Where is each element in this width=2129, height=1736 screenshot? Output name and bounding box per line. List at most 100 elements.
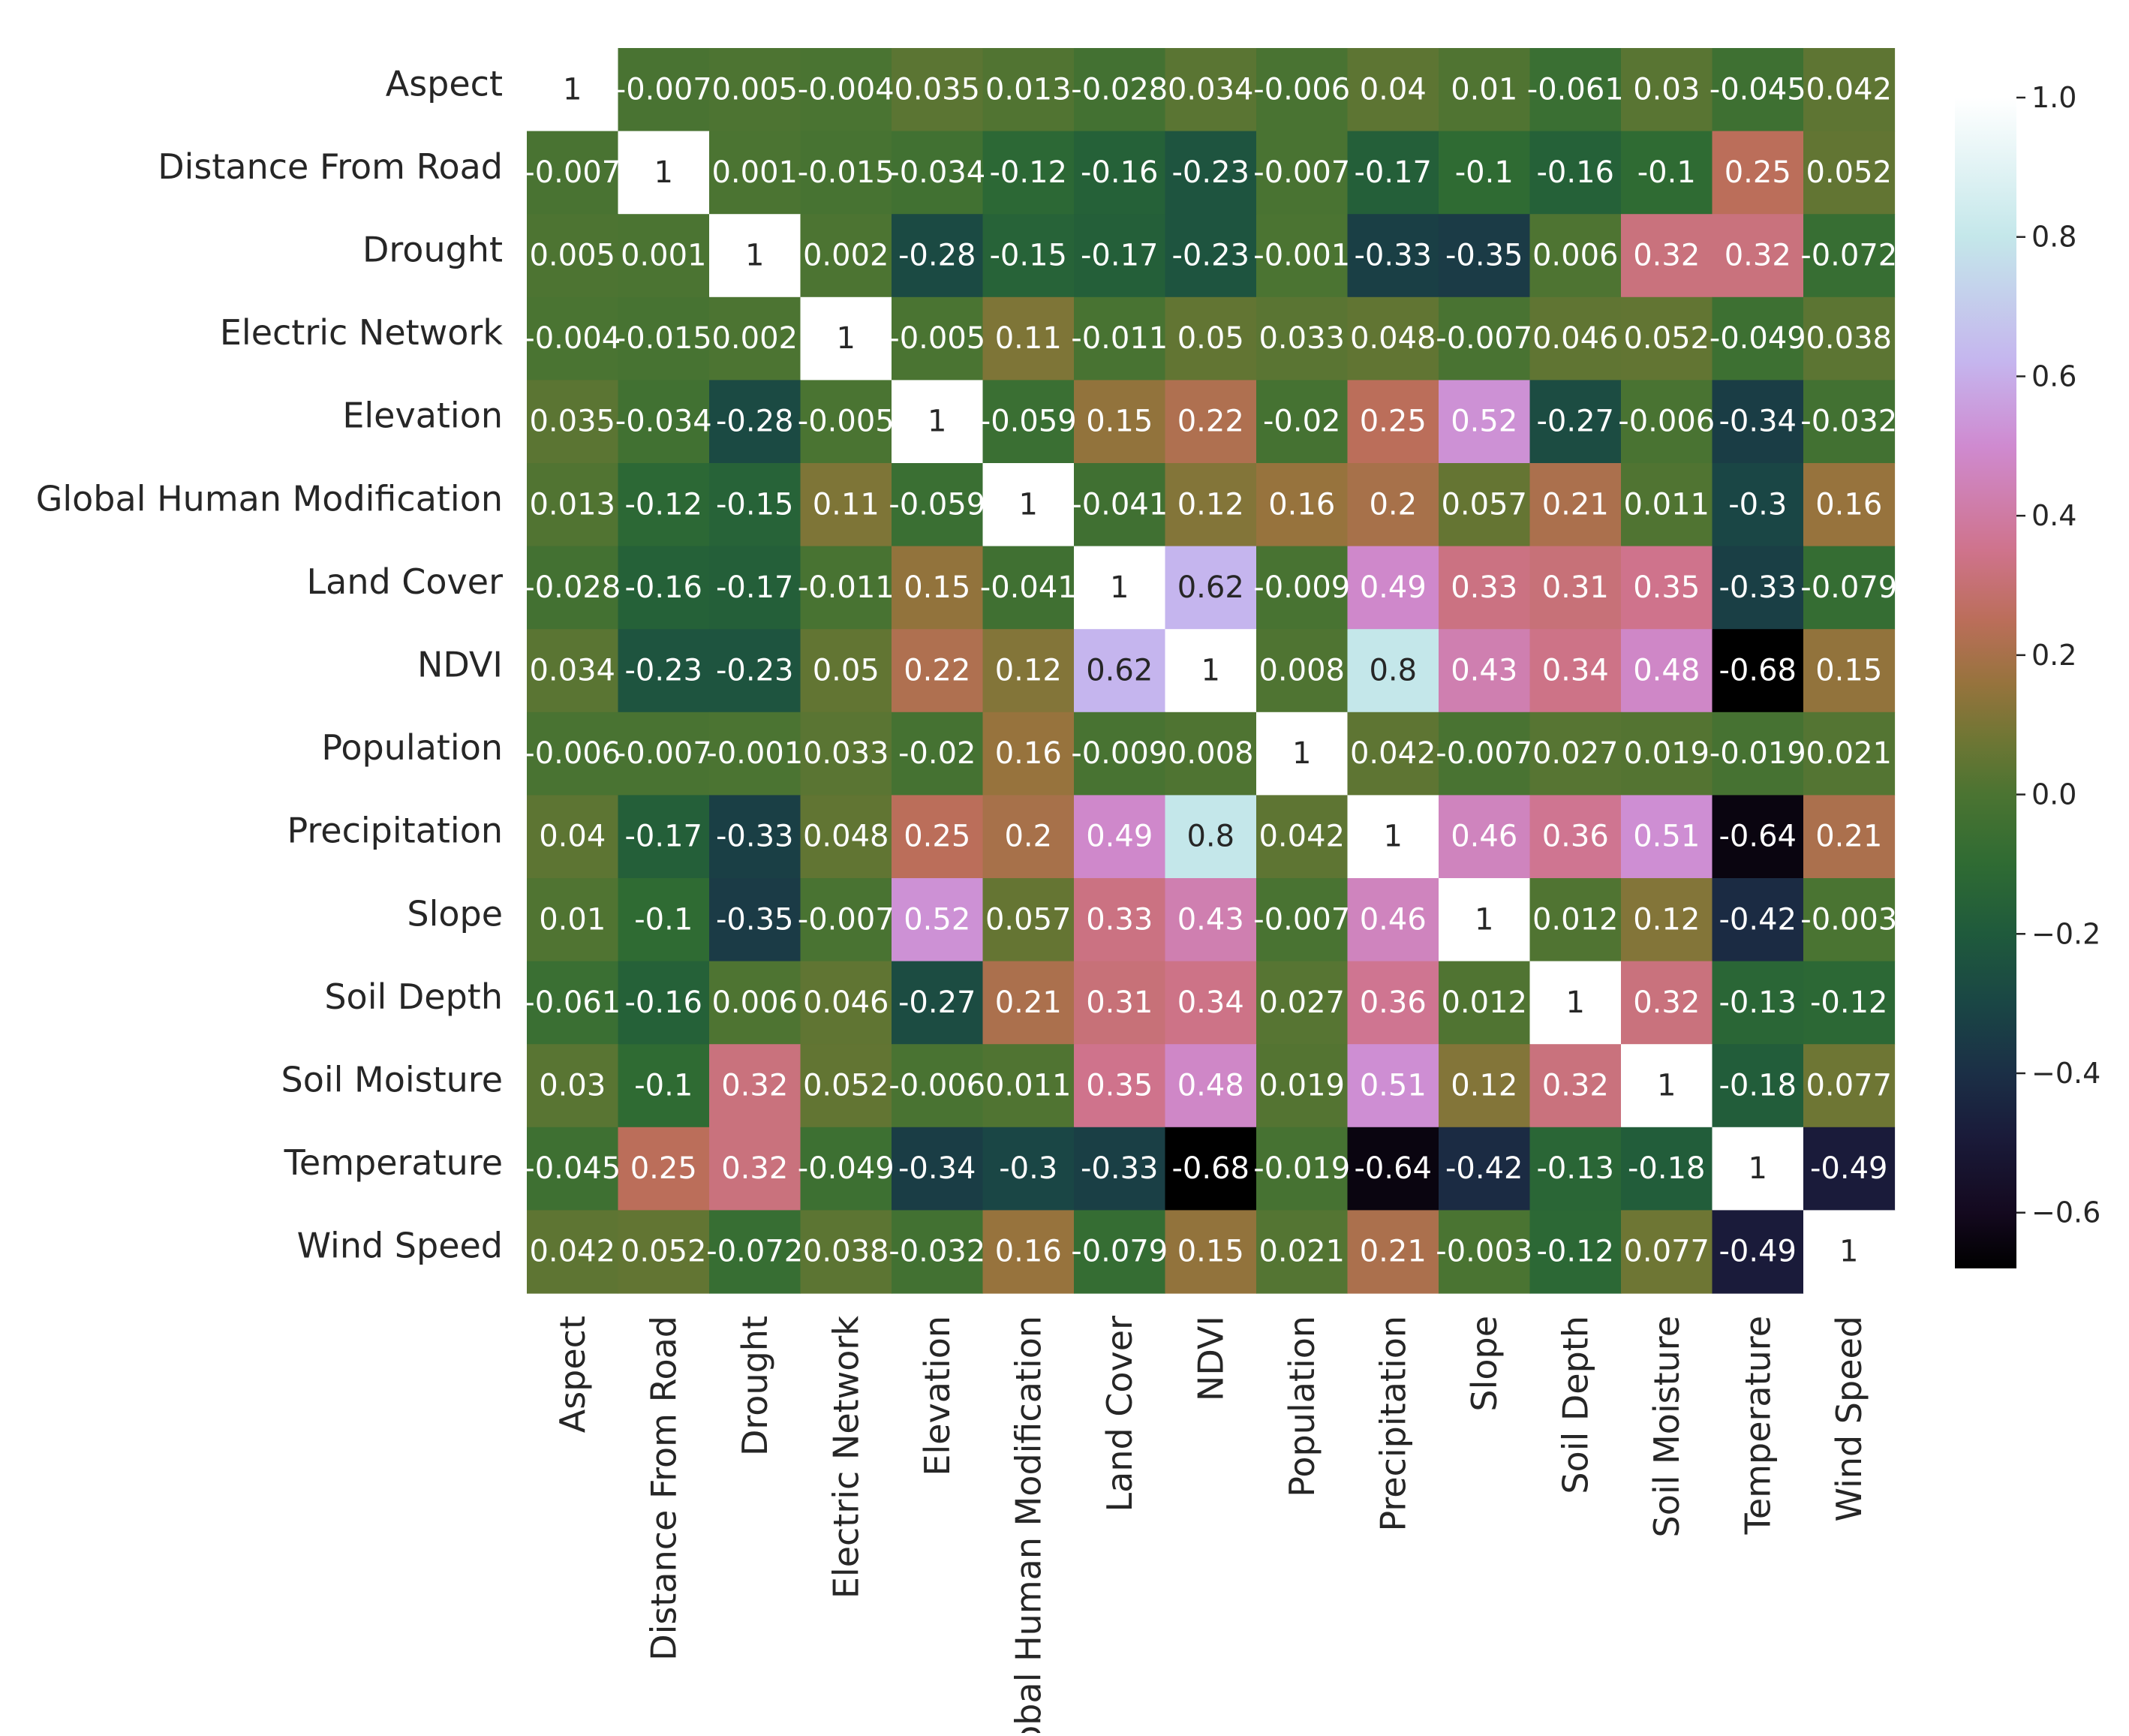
cell-value-label: 0.013: [985, 72, 1072, 107]
heatmap-cell-precipitation-temperature: [1712, 795, 1804, 879]
cell-value-label: 0.034: [529, 654, 615, 688]
heatmap-cell-precipitation-population: [1256, 795, 1349, 879]
cell-value-label: 0.12: [995, 654, 1062, 688]
heatmap-cell-global-human-modification-precipitation: [1347, 463, 1439, 547]
cell-value-label: -0.032: [889, 1235, 985, 1269]
cell-value-label: 0.43: [1177, 902, 1244, 937]
cell-value-label: 0.52: [1451, 405, 1517, 439]
cell-value-label: -0.006: [524, 736, 621, 771]
cell-value-label: 0.01: [539, 902, 606, 937]
cell-value-label: -0.061: [524, 985, 621, 1020]
cell-value-label: -0.007: [1253, 902, 1350, 937]
cell-value-label: 0.32: [1633, 985, 1700, 1020]
x-tick-label-population: Population: [1282, 1316, 1322, 1497]
heatmap-cell-wind-speed-population: [1256, 1210, 1349, 1294]
heatmap-cell-land-cover-wind-speed: [1803, 546, 1896, 630]
heatmap-cell-population-slope: [1439, 712, 1531, 796]
cell-value-label: 0.32: [1542, 1069, 1609, 1103]
heatmap-cell-distance-from-road-wind-speed: [1803, 131, 1896, 215]
cell-value-label: -0.17: [1081, 239, 1159, 273]
heatmap-cell-global-human-modification-elevation: [892, 463, 984, 547]
x-tick-label-distance-from-road: Distance From Road: [643, 1316, 684, 1661]
cell-value-label: -0.12: [990, 155, 1068, 190]
cell-value-label: 0.11: [813, 487, 880, 522]
heatmap-cell-elevation-slope: [1439, 380, 1531, 464]
cell-value-label: 0.042: [1350, 736, 1436, 771]
cell-value-label: 0.32: [1725, 239, 1791, 273]
cell-value-label: -0.12: [625, 487, 703, 522]
heatmap-cell-slope-land-cover: [1074, 878, 1166, 962]
cell-value-label: 1: [1566, 985, 1585, 1020]
cell-value-label: -0.007: [798, 902, 895, 937]
heatmap-cell-soil-moisture-wind-speed: [1803, 1044, 1896, 1128]
heatmap-cell-distance-from-road-ndvi: [1165, 131, 1257, 215]
cell-value-label: -0.33: [716, 820, 794, 854]
heatmap-cell-global-human-modification-population: [1256, 463, 1349, 547]
heatmap-cell-slope-precipitation: [1347, 878, 1439, 962]
cell-value-label: 0.005: [711, 72, 798, 107]
cell-value-label: 0.25: [630, 1151, 697, 1186]
heatmap-cell-slope-wind-speed: [1803, 878, 1896, 962]
heatmap-cell-wind-speed-temperature: [1712, 1210, 1804, 1294]
colorbar-tick-label: 1.0: [2031, 81, 2076, 114]
y-tick-label-wind-speed: Wind Speed: [297, 1226, 503, 1266]
heatmap-cell-land-cover-elevation: [892, 546, 984, 630]
cell-value-label: -0.42: [1445, 1151, 1523, 1186]
heatmap-cell-soil-moisture-precipitation: [1347, 1044, 1439, 1128]
cell-value-label: 1: [1110, 570, 1129, 605]
cell-value-label: 0.43: [1451, 654, 1517, 688]
heatmap-cell-soil-moisture-elevation: [892, 1044, 984, 1128]
heatmap-cell-ndvi-distance-from-road: [618, 629, 710, 713]
heatmap-cell-temperature-drought: [709, 1127, 801, 1211]
colorbar-tick-label: 0.6: [2031, 360, 2076, 393]
cell-value-label: 0.04: [1360, 72, 1427, 107]
cell-value-label: 0.077: [1806, 1069, 1892, 1103]
y-tick-label-population: Population: [321, 727, 503, 768]
heatmap-cell-drought-electric-network: [800, 214, 892, 298]
cell-value-label: -0.041: [980, 570, 1077, 605]
cell-value-label: 0.001: [621, 239, 707, 273]
cell-value-label: -0.041: [1071, 487, 1168, 522]
cell-value-label: 0.012: [1441, 985, 1527, 1020]
heatmap-cell-temperature-distance-from-road: [618, 1127, 710, 1211]
heatmap-cell-ndvi-drought: [709, 629, 801, 713]
cell-value-label: -0.007: [524, 155, 621, 190]
heatmap-cell-electric-network-soil-moisture: [1621, 296, 1713, 381]
cell-value-label: -0.02: [898, 736, 976, 771]
x-tick-label-drought: Drought: [735, 1316, 775, 1456]
cell-value-label: 0.057: [985, 902, 1072, 937]
cell-value-label: 0.62: [1177, 570, 1244, 605]
cell-value-label: 0.15: [904, 570, 970, 605]
cell-value-label: -0.3: [1728, 487, 1787, 522]
heatmap-cell-aspect-wind-speed: [1803, 48, 1896, 132]
cell-value-label: -0.02: [1263, 405, 1341, 439]
heatmap-cell-precipitation-soil-depth: [1529, 795, 1622, 879]
colorbar-gradient: [1955, 98, 2016, 1268]
cell-value-label: 0.22: [904, 654, 970, 688]
heatmap-cell-ndvi-land-cover: [1074, 629, 1166, 713]
heatmap-cell-wind-speed-ndvi: [1165, 1210, 1257, 1294]
cell-value-label: -0.18: [1719, 1069, 1797, 1103]
cell-value-label: 0.62: [1086, 654, 1153, 688]
heatmap-cell-global-human-modification-soil-depth: [1529, 463, 1622, 547]
heatmap-cell-wind-speed-global-human-modification: [982, 1210, 1075, 1294]
cell-value-label: 0.46: [1360, 902, 1427, 937]
cell-value-label: 1: [745, 239, 764, 273]
cell-value-label: -0.004: [524, 321, 621, 356]
y-tick-label-precipitation: Precipitation: [287, 811, 503, 851]
cell-value-label: 0.48: [1633, 654, 1700, 688]
heatmap-cell-aspect-distance-from-road: [618, 48, 710, 132]
heatmap-cell-drought-drought: [709, 214, 801, 298]
cell-value-label: 0.035: [529, 405, 615, 439]
heatmap-cell-soil-moisture-drought: [709, 1044, 801, 1128]
heatmap-cell-aspect-soil-moisture: [1621, 48, 1713, 132]
cell-value-label: -0.42: [1719, 902, 1797, 937]
cell-value-label: 0.019: [1623, 736, 1710, 771]
heatmap-cell-elevation-soil-depth: [1529, 380, 1622, 464]
cell-value-label: 1: [1292, 736, 1311, 771]
cell-value-label: 0.042: [1258, 820, 1345, 854]
cell-value-label: 0.15: [1086, 405, 1153, 439]
cell-value-label: -0.49: [1719, 1235, 1797, 1269]
heatmap-cell-electric-network-soil-depth: [1529, 296, 1622, 381]
x-tick-label-elevation: Elevation: [917, 1316, 958, 1476]
